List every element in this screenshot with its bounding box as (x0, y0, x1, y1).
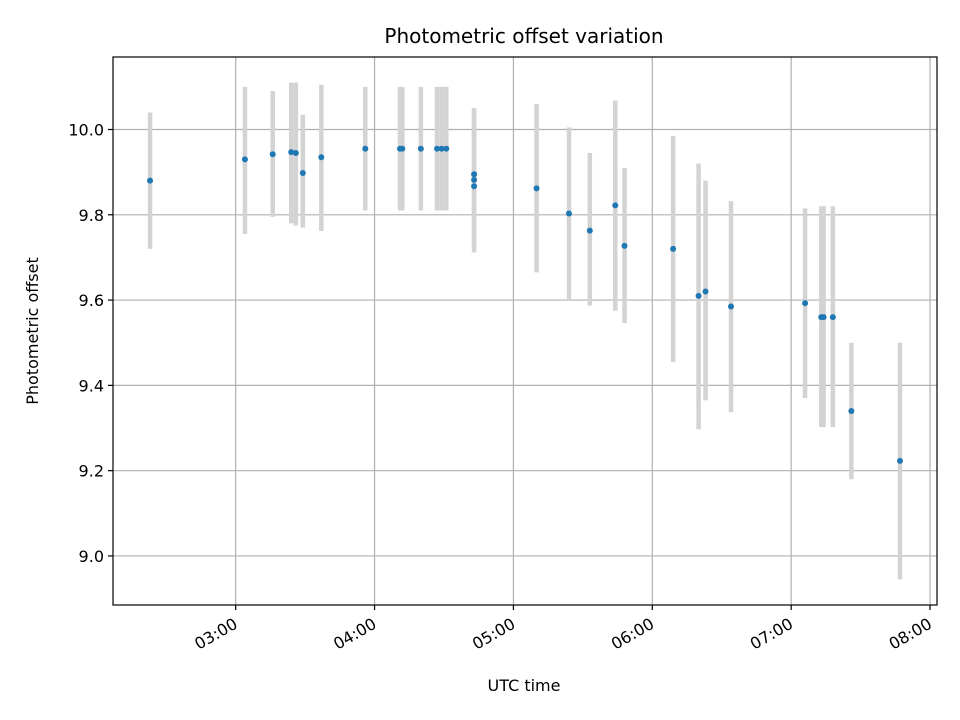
data-point (288, 149, 295, 156)
y-axis-label: Photometric offset (23, 257, 42, 405)
data-point (586, 227, 593, 234)
grid (113, 57, 937, 605)
x-axis-label: UTC time (488, 676, 561, 695)
data-point (241, 156, 248, 163)
data-points (147, 145, 903, 464)
data-point (820, 314, 827, 321)
data-point (670, 245, 677, 252)
data-point (702, 288, 709, 295)
y-tick-label: 10.0 (68, 120, 104, 139)
data-point (848, 407, 855, 414)
data-point (728, 303, 734, 310)
y-axis: 9.0 9.2 9.4 9.6 9.8 10.0 (68, 120, 113, 566)
data-point (896, 457, 903, 464)
chart-title: Photometric offset variation (384, 24, 663, 48)
data-point (362, 145, 369, 152)
data-point (434, 145, 441, 152)
data-point (438, 145, 445, 152)
data-point (565, 210, 572, 217)
data-point (612, 202, 619, 209)
data-point (399, 145, 406, 152)
data-point (471, 171, 478, 178)
y-tick-label: 9.8 (79, 206, 104, 225)
data-point (318, 154, 325, 161)
data-point (802, 300, 809, 307)
data-point (533, 185, 540, 192)
data-point (417, 145, 424, 152)
data-point (269, 151, 276, 158)
y-tick-label: 9.4 (79, 376, 104, 395)
data-point (471, 183, 478, 190)
y-tick-label: 9.6 (79, 291, 104, 310)
data-point (292, 149, 299, 156)
data-point (299, 169, 306, 176)
data-point (443, 145, 450, 152)
y-tick-label: 9.2 (79, 462, 104, 481)
data-point (695, 292, 702, 299)
plot-frame (112, 56, 938, 606)
data-point (147, 177, 154, 184)
y-tick-label: 9.0 (79, 547, 104, 566)
data-point (829, 314, 836, 321)
data-point (621, 242, 628, 249)
data-point (471, 176, 478, 183)
